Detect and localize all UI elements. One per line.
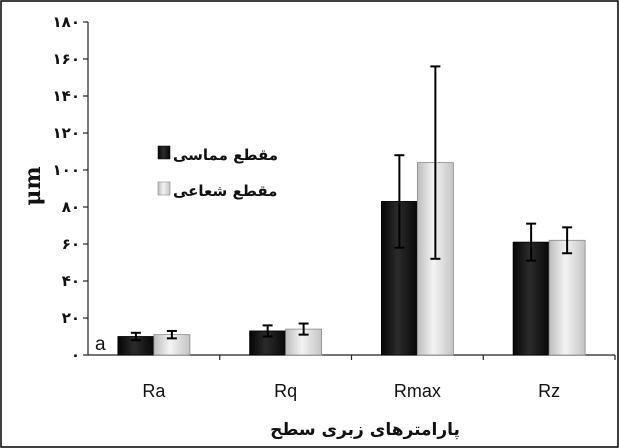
error-bar-rz-series-2 <box>562 226 573 255</box>
y-tick-label: ١٨٠ <box>53 13 80 31</box>
error-bars-group <box>130 65 573 342</box>
y-axis: ٠ ٢٠ ۴٠ ۶٠ ٨٠ ١٠٠ ١٢٠ ١۴٠ ١۶٠ ١٨٠ <box>53 13 89 364</box>
legend-swatch-radial <box>157 181 171 196</box>
y-tick-label: ۶٠ <box>62 235 80 253</box>
error-bar-ra-series-2 <box>166 329 177 340</box>
x-tick-label: Ra <box>142 381 166 401</box>
error-bar-rq-series-1 <box>262 324 273 338</box>
x-axis-title: پارامترهای زبری سطح <box>270 420 460 440</box>
x-tick-label: Rmax <box>394 381 441 401</box>
y-tick-label: ۴٠ <box>62 272 80 290</box>
y-tick-label: ٨٠ <box>62 198 80 216</box>
legend-swatch-tangential <box>157 145 171 160</box>
x-tick-label: Rq <box>274 381 297 401</box>
error-bar-ra-series-1 <box>130 331 141 342</box>
y-tick-label: ١٢٠ <box>53 124 80 142</box>
y-tick-label: ٢٠ <box>62 309 80 327</box>
error-bar-rz-series-1 <box>526 222 537 262</box>
y-tick-label: ١۶٠ <box>53 50 80 68</box>
bar-rz-series-2 <box>548 239 586 356</box>
y-tick-label: ٠ <box>71 346 80 364</box>
x-tick-label: Rz <box>538 381 560 401</box>
y-tick-label: ١۴٠ <box>53 87 80 105</box>
bars-group <box>117 162 586 356</box>
error-bar-rmax-series-2 <box>430 65 441 260</box>
legend-label-radial: مقطع شعاعی <box>173 182 277 200</box>
error-bar-rmax-series-1 <box>394 154 405 249</box>
error-bar-rq-series-2 <box>298 322 309 336</box>
y-axis-title: μm <box>20 166 46 205</box>
panel-label: a <box>95 334 106 355</box>
legend: مقطع مماسی مقطع شعاعی <box>157 145 278 200</box>
y-tick-label: ١٠٠ <box>53 161 80 179</box>
legend-label-tangential: مقطع مماسی <box>173 146 278 164</box>
